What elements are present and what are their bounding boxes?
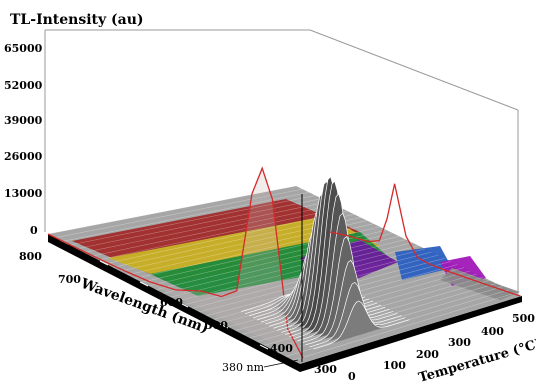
spectrum-area — [48, 168, 303, 358]
floor-hatch-line — [55, 188, 303, 239]
z-tick-label: 52000 — [4, 79, 43, 92]
surface-ribbon-line — [313, 300, 410, 350]
floor-hatch-line — [177, 242, 413, 302]
floor-hatch-line — [62, 191, 309, 242]
z-axis: 65000 52000 39000 26000 13000 0 TL-Inten… — [4, 12, 144, 237]
temperature-tick-label: 0 — [348, 370, 356, 382]
temperature-tick-label: 300 — [448, 336, 471, 349]
z-tick-label: 65000 — [4, 42, 43, 55]
back-walls — [44, 29, 519, 298]
spectrum-projection — [47, 166, 304, 359]
tl-surface-mesh — [240, 175, 410, 350]
floor-front-edge-right — [300, 296, 522, 372]
z-tick-label: 13000 — [4, 187, 43, 200]
wavelength-tick-label: 300 — [314, 363, 337, 376]
edge-dash — [99, 260, 109, 266]
surface-ribbon-line — [297, 212, 394, 342]
temperature-tick-label: 200 — [416, 348, 439, 361]
surface-ribbon-line — [305, 259, 402, 346]
edge-dash — [179, 302, 189, 308]
floor-hatch-line — [98, 207, 342, 261]
floor-hatch-line — [292, 292, 516, 361]
glow-curve-projection — [329, 183, 521, 297]
spectrum-curve — [47, 166, 304, 359]
z-tick-label: 26000 — [4, 150, 43, 163]
edge-dash — [219, 323, 229, 329]
surface-ribbon-line — [301, 235, 398, 344]
floor-hatch-line — [155, 232, 393, 291]
floor-hatch-line — [69, 195, 316, 246]
wavelength-tick-label: 800 — [19, 250, 42, 263]
edge-dash — [139, 281, 149, 287]
floor-hatch-line — [105, 210, 348, 265]
z-tick-label: 0 — [30, 224, 38, 237]
floor-band-blue — [395, 246, 452, 280]
marker-leader — [263, 359, 299, 368]
wavelength-tick-label: 500 — [205, 319, 228, 332]
marker-380nm: 380 nm — [222, 194, 303, 374]
floor-hatch-line — [47, 185, 297, 235]
floor-hatch-line — [163, 235, 400, 294]
temperature-tick-label: 500 — [512, 312, 535, 325]
wavelength-tick-label: 600 — [160, 296, 183, 309]
wavelength-tick-label: 700 — [58, 273, 81, 286]
surface-ribbon-line — [293, 193, 390, 340]
edge-dash — [259, 344, 269, 350]
surface-ribbon-fill — [313, 301, 410, 350]
floor-hatch-line — [256, 276, 484, 343]
temperature-tick-label: 100 — [383, 359, 406, 372]
floor-hatch-line — [83, 201, 329, 253]
glow-curve — [329, 183, 521, 297]
surface-ribbon-line — [309, 281, 406, 348]
floor-hatch-line — [76, 198, 322, 250]
floor-hatch-line — [170, 239, 406, 298]
surface-ribbon-line — [289, 180, 386, 337]
floor-front-edge-left — [48, 234, 300, 372]
floor-hatch-line — [271, 283, 497, 350]
floor-hatch-line — [91, 204, 335, 257]
z-tick-label: 39000 — [4, 114, 43, 127]
wavelength-tick-label: 400 — [270, 342, 293, 355]
z-axis-title: TL-Intensity (au) — [10, 12, 144, 28]
temperature-tick-label: 400 — [481, 325, 504, 338]
back-wall-top-edge — [309, 29, 519, 111]
marker-label: 380 nm — [222, 361, 265, 374]
